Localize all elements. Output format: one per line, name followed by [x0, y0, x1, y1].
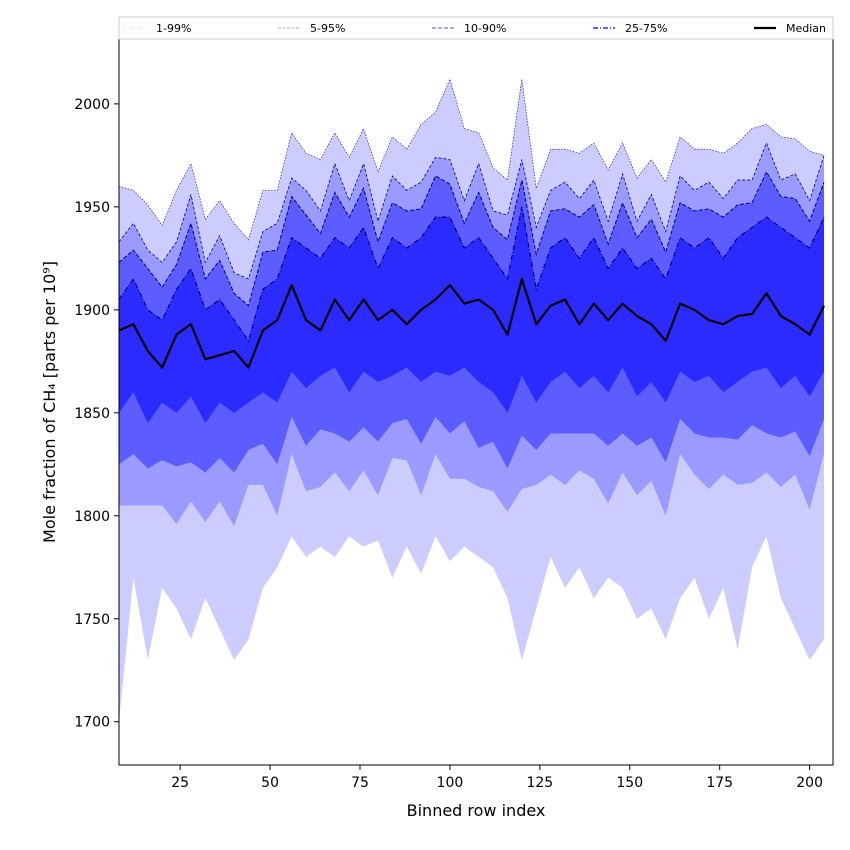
legend-label: Median: [786, 22, 826, 35]
legend-label: 1-99%: [156, 22, 191, 35]
y-tick-label: 1750: [74, 612, 110, 628]
y-axis-label: Mole fraction of CH₄ [parts per 10⁹]: [40, 261, 59, 543]
legend-label: 10-90%: [464, 22, 506, 35]
x-tick-label: 75: [351, 775, 369, 791]
y-tick-label: 1800: [74, 509, 110, 525]
y-tick-label: 1850: [74, 406, 110, 422]
median-line: [119, 277, 825, 369]
band-1-99-upper-edge: [119, 78, 825, 241]
y-tick-label: 2000: [74, 97, 110, 113]
y-tick-label: 1900: [74, 303, 110, 319]
band-10-90-upper-edge: [119, 170, 825, 307]
x-tick-label: 125: [526, 775, 553, 791]
x-tick-label: 50: [261, 775, 279, 791]
legend-label: 5-95%: [310, 22, 345, 35]
x-tick-label: 100: [437, 775, 464, 791]
band-5-95-upper-edge: [119, 141, 825, 280]
x-tick-label: 200: [796, 775, 823, 791]
band-25-75: [119, 206, 825, 424]
x-tick-label: 25: [171, 775, 189, 791]
y-tick-label: 1700: [74, 715, 110, 731]
legend-label: 25-75%: [625, 22, 667, 35]
x-tick-label: 150: [616, 775, 643, 791]
x-axis: 25 50 75 100 125 150 175 200: [171, 765, 823, 791]
x-tick-label: 175: [706, 775, 733, 791]
y-axis: 1700 1750 1800 1850 1900 1950 2000: [74, 97, 119, 731]
x-axis-label: Binned row index: [407, 801, 546, 820]
band-25-75-upper-edge: [119, 206, 825, 343]
legend-frame: [118, 16, 834, 40]
legend: 1-99% 5-95% 10-90% 25-75% Median: [118, 16, 834, 40]
percentile-bands: [119, 78, 825, 722]
y-tick-label: 1950: [74, 200, 110, 216]
